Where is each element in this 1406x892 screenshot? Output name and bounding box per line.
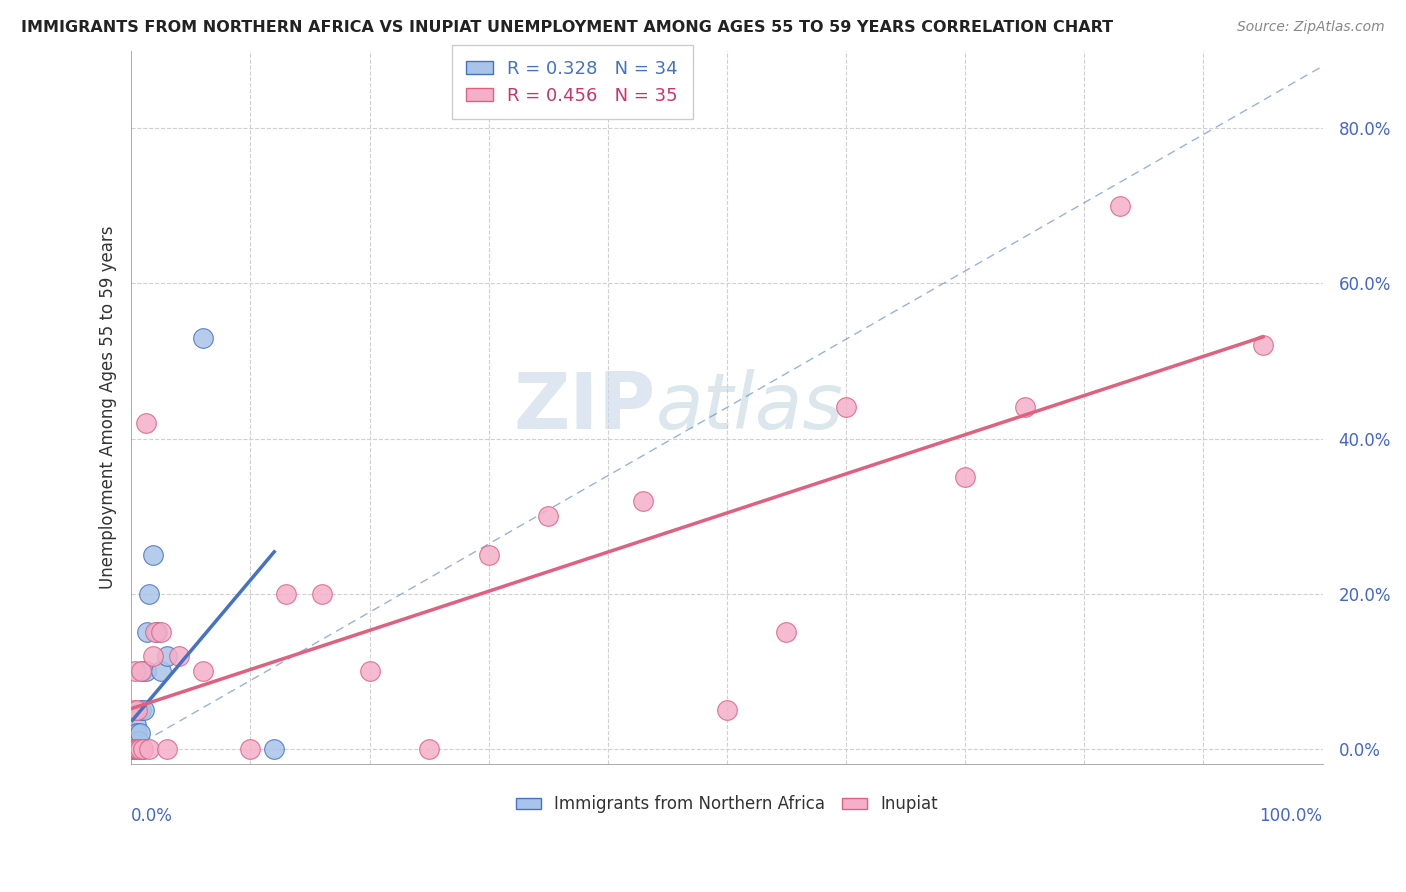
Point: [127, 741, 149, 756]
Point: [150, 664, 173, 678]
Point: [146, 625, 169, 640]
Point: [143, 625, 166, 640]
Point: [127, 734, 149, 748]
Point: [835, 401, 858, 415]
Point: [122, 741, 145, 756]
Point: [274, 587, 297, 601]
Point: [142, 548, 165, 562]
Point: [122, 726, 145, 740]
Point: [239, 741, 262, 756]
Text: 0.0%: 0.0%: [131, 807, 173, 825]
Point: [125, 741, 148, 756]
Point: [127, 726, 149, 740]
Point: [134, 703, 156, 717]
Point: [716, 703, 738, 717]
Point: [1251, 338, 1274, 352]
Point: [121, 741, 143, 756]
Point: [124, 741, 146, 756]
Text: ZIP: ZIP: [513, 369, 655, 445]
Y-axis label: Unemployment Among Ages 55 to 59 years: Unemployment Among Ages 55 to 59 years: [100, 226, 117, 590]
Point: [953, 470, 976, 484]
Point: [191, 331, 214, 345]
Point: [156, 648, 179, 663]
Point: [132, 741, 155, 756]
Point: [418, 741, 440, 756]
Point: [142, 648, 165, 663]
Point: [124, 741, 146, 756]
Point: [135, 416, 157, 430]
Point: [129, 664, 152, 678]
Point: [129, 703, 152, 717]
Point: [125, 718, 148, 732]
Point: [131, 664, 153, 678]
Point: [138, 741, 160, 756]
Point: [122, 741, 145, 756]
Point: [127, 741, 149, 756]
Point: [125, 734, 148, 748]
Point: [150, 625, 173, 640]
Point: [537, 509, 560, 524]
Point: [122, 703, 145, 717]
Point: [122, 734, 145, 748]
Point: [128, 726, 150, 740]
Point: [128, 741, 150, 756]
Text: 100.0%: 100.0%: [1260, 807, 1323, 825]
Point: [121, 741, 143, 756]
Point: [633, 493, 655, 508]
Point: [311, 587, 333, 601]
Point: [121, 734, 143, 748]
Point: [167, 648, 190, 663]
Legend: Immigrants from Northern Africa, Inupiat: Immigrants from Northern Africa, Inupiat: [509, 789, 945, 820]
Point: [125, 741, 148, 756]
Text: Source: ZipAtlas.com: Source: ZipAtlas.com: [1237, 20, 1385, 34]
Point: [1109, 199, 1132, 213]
Point: [478, 548, 501, 562]
Point: [138, 587, 160, 601]
Point: [127, 741, 149, 756]
Text: atlas: atlas: [655, 369, 844, 445]
Point: [1014, 401, 1036, 415]
Point: [127, 734, 149, 748]
Point: [122, 741, 145, 756]
Point: [263, 741, 285, 756]
Point: [132, 741, 155, 756]
Point: [121, 741, 143, 756]
Point: [135, 625, 157, 640]
Text: IMMIGRANTS FROM NORTHERN AFRICA VS INUPIAT UNEMPLOYMENT AMONG AGES 55 TO 59 YEAR: IMMIGRANTS FROM NORTHERN AFRICA VS INUPI…: [21, 20, 1114, 35]
Point: [127, 703, 149, 717]
Point: [359, 664, 381, 678]
Point: [191, 664, 214, 678]
Point: [124, 734, 146, 748]
Point: [124, 741, 146, 756]
Point: [127, 741, 149, 756]
Point: [124, 664, 146, 678]
Point: [775, 625, 797, 640]
Point: [135, 664, 157, 678]
Point: [124, 726, 146, 740]
Point: [156, 741, 179, 756]
Point: [128, 741, 150, 756]
